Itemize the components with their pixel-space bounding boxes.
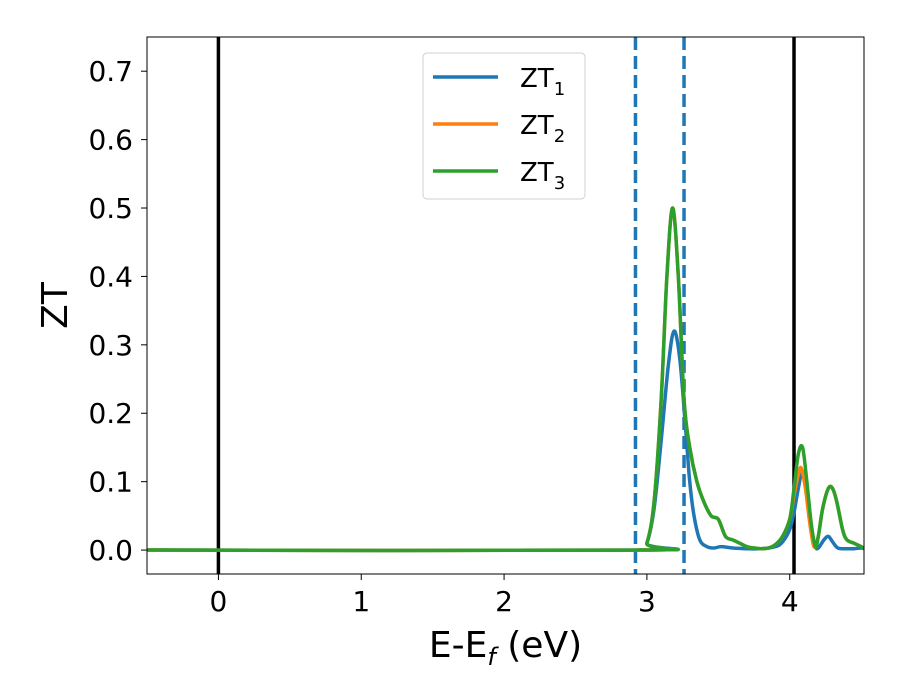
x-axis-label: E-Ef (eV) — [429, 625, 582, 671]
y-tick-label: 0.1 — [88, 466, 133, 499]
series-line-3 — [147, 206, 864, 553]
series-line-1 — [147, 329, 864, 553]
x-tick-label: 0 — [210, 585, 228, 618]
y-tick-label: 0.3 — [88, 329, 133, 362]
legend: ZT1 ZT2 ZT3 — [422, 52, 586, 200]
x-axis-label-unit: (eV) — [496, 625, 582, 666]
axes-frame — [146, 36, 865, 575]
legend-label: ZT3 — [520, 158, 565, 194]
y-tick-label: 0.0 — [88, 534, 133, 567]
y-tick-label: 0.6 — [88, 124, 133, 157]
x-axis-label-main: E-E — [429, 625, 487, 666]
x-tick-label: 2 — [495, 585, 513, 618]
x-tick-label: 3 — [638, 585, 656, 618]
y-tick-label: 0.5 — [88, 192, 133, 225]
y-axis-ticks: 0.0 0.1 0.2 0.3 0.4 0.5 0.6 0.7 — [88, 55, 147, 567]
legend-entry-1: ZT1 — [433, 64, 565, 100]
series-line-2 — [147, 206, 864, 553]
legend-entry-3: ZT3 — [433, 158, 565, 194]
y-tick-label: 0.4 — [88, 260, 133, 293]
y-axis-label: ZT — [35, 281, 76, 329]
x-tick-label: 4 — [781, 585, 799, 618]
x-axis-ticks: 0 1 2 3 4 — [210, 574, 799, 618]
x-tick-label: 1 — [352, 585, 370, 618]
series-lines — [147, 206, 864, 553]
legend-box — [422, 52, 586, 200]
legend-label: ZT1 — [520, 64, 565, 100]
y-tick-label: 0.7 — [88, 55, 133, 88]
legend-label: ZT2 — [520, 111, 565, 147]
legend-entry-2: ZT2 — [433, 111, 565, 147]
y-tick-label: 0.2 — [88, 397, 133, 430]
